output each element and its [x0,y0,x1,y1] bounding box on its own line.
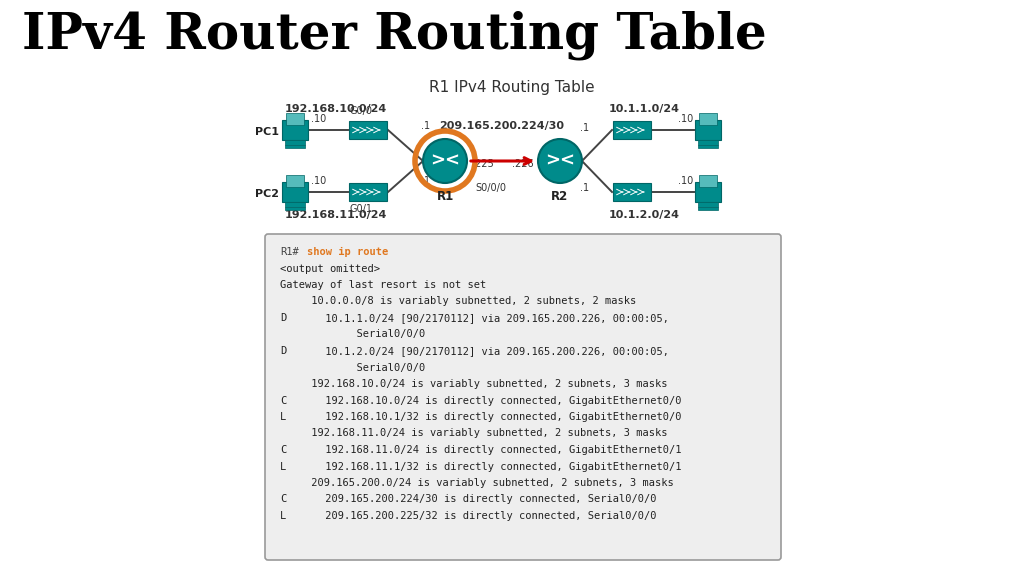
Text: 192.168.11.0/24 is variably subnetted, 2 subnets, 3 masks: 192.168.11.0/24 is variably subnetted, 2… [280,429,668,438]
Bar [286,175,304,187]
Text: L: L [280,412,287,422]
Text: ><: >< [430,152,460,170]
Text: 209.165.200.224/30 is directly connected, Serial0/0/0: 209.165.200.224/30 is directly connected… [294,495,656,505]
Bar [349,183,387,201]
Text: D: D [280,313,287,323]
Bar [349,121,387,139]
Text: <output omitted>: <output omitted> [280,263,380,274]
Text: 10.0.0.0/8 is variably subnetted, 2 subnets, 2 masks: 10.0.0.0/8 is variably subnetted, 2 subn… [280,297,636,306]
FancyBboxPatch shape [265,234,781,560]
Text: .10: .10 [311,176,327,186]
Text: 10.1.1.0/24 [90/2170112] via 209.165.200.226, 00:00:05,: 10.1.1.0/24 [90/2170112] via 209.165.200… [294,313,669,323]
Text: 209.165.200.0/24 is variably subnetted, 2 subnets, 3 masks: 209.165.200.0/24 is variably subnetted, … [280,478,674,488]
Text: L: L [280,511,287,521]
Bar [697,140,719,145]
Text: D: D [280,346,287,356]
Bar [282,120,308,140]
Text: 192.168.11.1/32 is directly connected, GigabitEthernet0/1: 192.168.11.1/32 is directly connected, G… [294,461,682,472]
Text: .10: .10 [678,176,693,186]
Text: 192.168.10.0/24 is variably subnetted, 2 subnets, 3 masks: 192.168.10.0/24 is variably subnetted, 2… [280,379,668,389]
Text: .1: .1 [580,123,589,133]
Text: PC1: PC1 [255,127,279,137]
Text: R1: R1 [436,190,454,203]
Bar [286,113,304,125]
Text: G0/0: G0/0 [350,106,373,116]
Bar [695,120,721,140]
Bar [285,207,305,210]
Text: 192.168.10.1/32 is directly connected, GigabitEthernet0/0: 192.168.10.1/32 is directly connected, G… [294,412,682,422]
Text: R1 IPv4 Routing Table: R1 IPv4 Routing Table [429,80,595,95]
Text: 209.165.200.224/30: 209.165.200.224/30 [439,121,564,131]
Text: R1#: R1# [280,247,299,257]
Bar [697,207,719,210]
Text: 10.1.2.0/24 [90/2170112] via 209.165.200.226, 00:00:05,: 10.1.2.0/24 [90/2170112] via 209.165.200… [294,346,669,356]
Text: C: C [280,396,287,406]
Bar [697,202,719,207]
Bar [695,182,721,202]
Bar [613,183,651,201]
Text: .1: .1 [580,183,589,193]
Circle shape [538,139,582,183]
Bar [697,145,719,148]
Text: 192.168.10.0/24 is directly connected, GigabitEthernet0/0: 192.168.10.0/24 is directly connected, G… [294,396,682,406]
Bar [282,182,308,202]
Bar [285,140,305,145]
Text: 10.1.2.0/24: 10.1.2.0/24 [608,210,680,220]
Text: 192.168.11.0/24 is directly connected, GigabitEthernet0/1: 192.168.11.0/24 is directly connected, G… [294,445,682,455]
Bar [613,121,651,139]
Text: Gateway of last resort is not set: Gateway of last resort is not set [280,280,486,290]
Text: show ip route: show ip route [307,247,388,257]
Text: 209.165.200.225/32 is directly connected, Serial0/0/0: 209.165.200.225/32 is directly connected… [294,511,656,521]
Text: .225: .225 [472,159,494,169]
Text: PC2: PC2 [255,189,279,199]
Text: G0/1: G0/1 [350,204,373,214]
Text: .10: .10 [678,114,693,124]
Text: 192.168.10.0/24: 192.168.10.0/24 [285,104,387,114]
Text: ><: >< [545,152,575,170]
Text: .226: .226 [512,159,534,169]
Bar [699,175,717,187]
Text: R2: R2 [551,190,568,203]
Circle shape [423,139,467,183]
Text: .1: .1 [421,176,430,186]
Text: L: L [280,461,287,472]
Text: .10: .10 [311,114,327,124]
Text: 10.1.1.0/24: 10.1.1.0/24 [608,104,680,114]
Text: Serial0/0/0: Serial0/0/0 [294,362,425,373]
Text: .1: .1 [421,121,430,131]
Text: IPv4 Router Routing Table: IPv4 Router Routing Table [22,10,767,59]
Bar [285,145,305,148]
Text: C: C [280,495,287,505]
Text: Serial0/0/0: Serial0/0/0 [294,329,425,339]
Text: 192.168.11.0/24: 192.168.11.0/24 [285,210,387,220]
Text: S0/0/0: S0/0/0 [475,183,506,193]
Bar [699,113,717,125]
Text: C: C [280,445,287,455]
Bar [285,202,305,207]
